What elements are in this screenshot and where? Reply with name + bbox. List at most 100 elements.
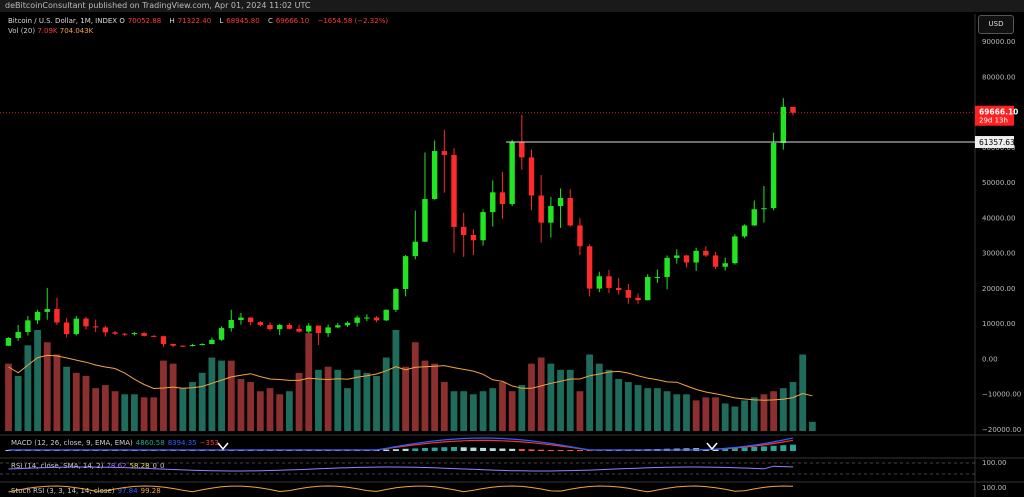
- volume-bar: [518, 385, 526, 431]
- volume-bar: [683, 394, 690, 431]
- macd-cross-marker: [217, 442, 229, 451]
- volume-bar: [460, 391, 468, 431]
- macd-histogram-bar: [402, 448, 409, 451]
- volume-bar: [673, 394, 681, 431]
- volume-bar: [663, 391, 671, 431]
- volume-bar: [72, 372, 80, 431]
- volume-bar: [121, 394, 129, 431]
- macd-cross-marker: [706, 442, 718, 451]
- candle-body: [131, 333, 138, 335]
- candle-body: [635, 297, 641, 301]
- candle-body: [73, 318, 79, 335]
- candle-body: [335, 325, 341, 328]
- volume-bar: [198, 372, 206, 431]
- stoch-axis-label: 100.00: [982, 484, 1007, 492]
- macd-histogram-bar: [567, 450, 574, 451]
- macd-legend: MACD (12, 26, close, 9, EMA, EMA) 4860.58…: [11, 439, 219, 447]
- volume-bar: [363, 372, 371, 431]
- macd-histogram-bar: [576, 450, 583, 451]
- candle-body: [499, 192, 506, 204]
- volume-bar: [731, 406, 739, 431]
- candle-body: [276, 324, 283, 330]
- volume-bar: [750, 397, 758, 431]
- macd-line: [8, 437, 794, 451]
- macd-histogram-bar: [518, 449, 525, 451]
- candle-body: [218, 328, 225, 340]
- volume-bar: [508, 391, 516, 431]
- candle-body: [557, 197, 564, 207]
- candle-body: [102, 327, 109, 333]
- candle-body: [364, 317, 370, 319]
- volume-bar: [566, 369, 574, 431]
- currency-button[interactable]: USD: [978, 15, 1014, 34]
- candle-body: [674, 255, 680, 258]
- candle-body: [15, 332, 21, 338]
- volume-bar: [150, 397, 158, 431]
- macd-histogram-bar: [480, 447, 487, 451]
- macd-histogram-bar: [412, 448, 419, 451]
- volume-bar: [644, 388, 652, 431]
- macd-histogram-bar: [731, 448, 738, 451]
- high-value: 71322.40: [177, 17, 212, 25]
- last-price-tag: [975, 105, 1014, 126]
- volume-bar: [131, 394, 138, 431]
- candle-body: [189, 345, 196, 347]
- volume-bar: [256, 391, 264, 431]
- volume-bar: [382, 357, 390, 431]
- candle-body: [315, 325, 322, 334]
- volume-bar: [799, 354, 807, 431]
- macd-histogram-bar: [489, 448, 496, 451]
- macd-histogram-bar: [528, 449, 535, 451]
- volume-bar: [615, 378, 623, 431]
- volume-bar: [237, 378, 245, 431]
- candle-body: [34, 311, 41, 321]
- candle-body: [712, 255, 719, 267]
- y-tick-label: 20000.00: [982, 285, 1015, 293]
- volume-bar: [654, 388, 661, 431]
- macd-histogram-bar: [547, 450, 554, 451]
- candle-body: [344, 322, 351, 326]
- macd-histogram-bar: [509, 448, 516, 451]
- volume-bar: [760, 394, 768, 431]
- volume-bar: [605, 369, 613, 431]
- candle-body: [44, 309, 50, 312]
- volume-bar: [24, 345, 32, 431]
- candle-body: [596, 276, 602, 289]
- macd-histogram-bar: [722, 448, 729, 451]
- candle-body: [519, 142, 525, 158]
- macd-histogram-bar: [421, 448, 428, 451]
- candle-body: [741, 225, 748, 237]
- macd-histogram-bar: [451, 447, 458, 451]
- candle-body: [548, 206, 554, 223]
- volume-bar: [82, 375, 90, 431]
- candle-body: [751, 209, 757, 226]
- volume-bar: [53, 354, 61, 431]
- volume-bar: [111, 391, 119, 431]
- candle-body: [480, 212, 486, 241]
- candle-body: [577, 225, 583, 247]
- candle-body: [606, 276, 612, 288]
- candle-body: [693, 250, 699, 263]
- candle-body: [122, 333, 128, 335]
- candle-body: [761, 208, 767, 210]
- volume-bar: [160, 360, 167, 431]
- candle-body: [461, 226, 467, 235]
- candle-body: [625, 290, 632, 298]
- ohlc-values: O 70052.88 H 71322.40 L 68945.80 C 69666.10 …: [119, 17, 389, 25]
- y-tick-label: 30000.00: [982, 250, 1015, 258]
- candle-body: [170, 343, 176, 346]
- stoch-legend: Stoch RSI (3, 3, 14, 14, close) 97.84 99.2…: [11, 487, 161, 495]
- candle-body: [654, 276, 661, 278]
- volume-bar: [499, 382, 506, 431]
- macd-histogram-bar: [741, 447, 748, 451]
- candle-body: [412, 241, 418, 257]
- volume-bar: [5, 363, 12, 431]
- volume-bar: [624, 382, 632, 431]
- volume-bar: [43, 342, 51, 431]
- candle-body: [509, 142, 515, 204]
- candle-body: [267, 324, 273, 330]
- candle-body: [151, 335, 157, 337]
- volume-bar: [334, 369, 342, 431]
- volume-bar: [315, 369, 322, 431]
